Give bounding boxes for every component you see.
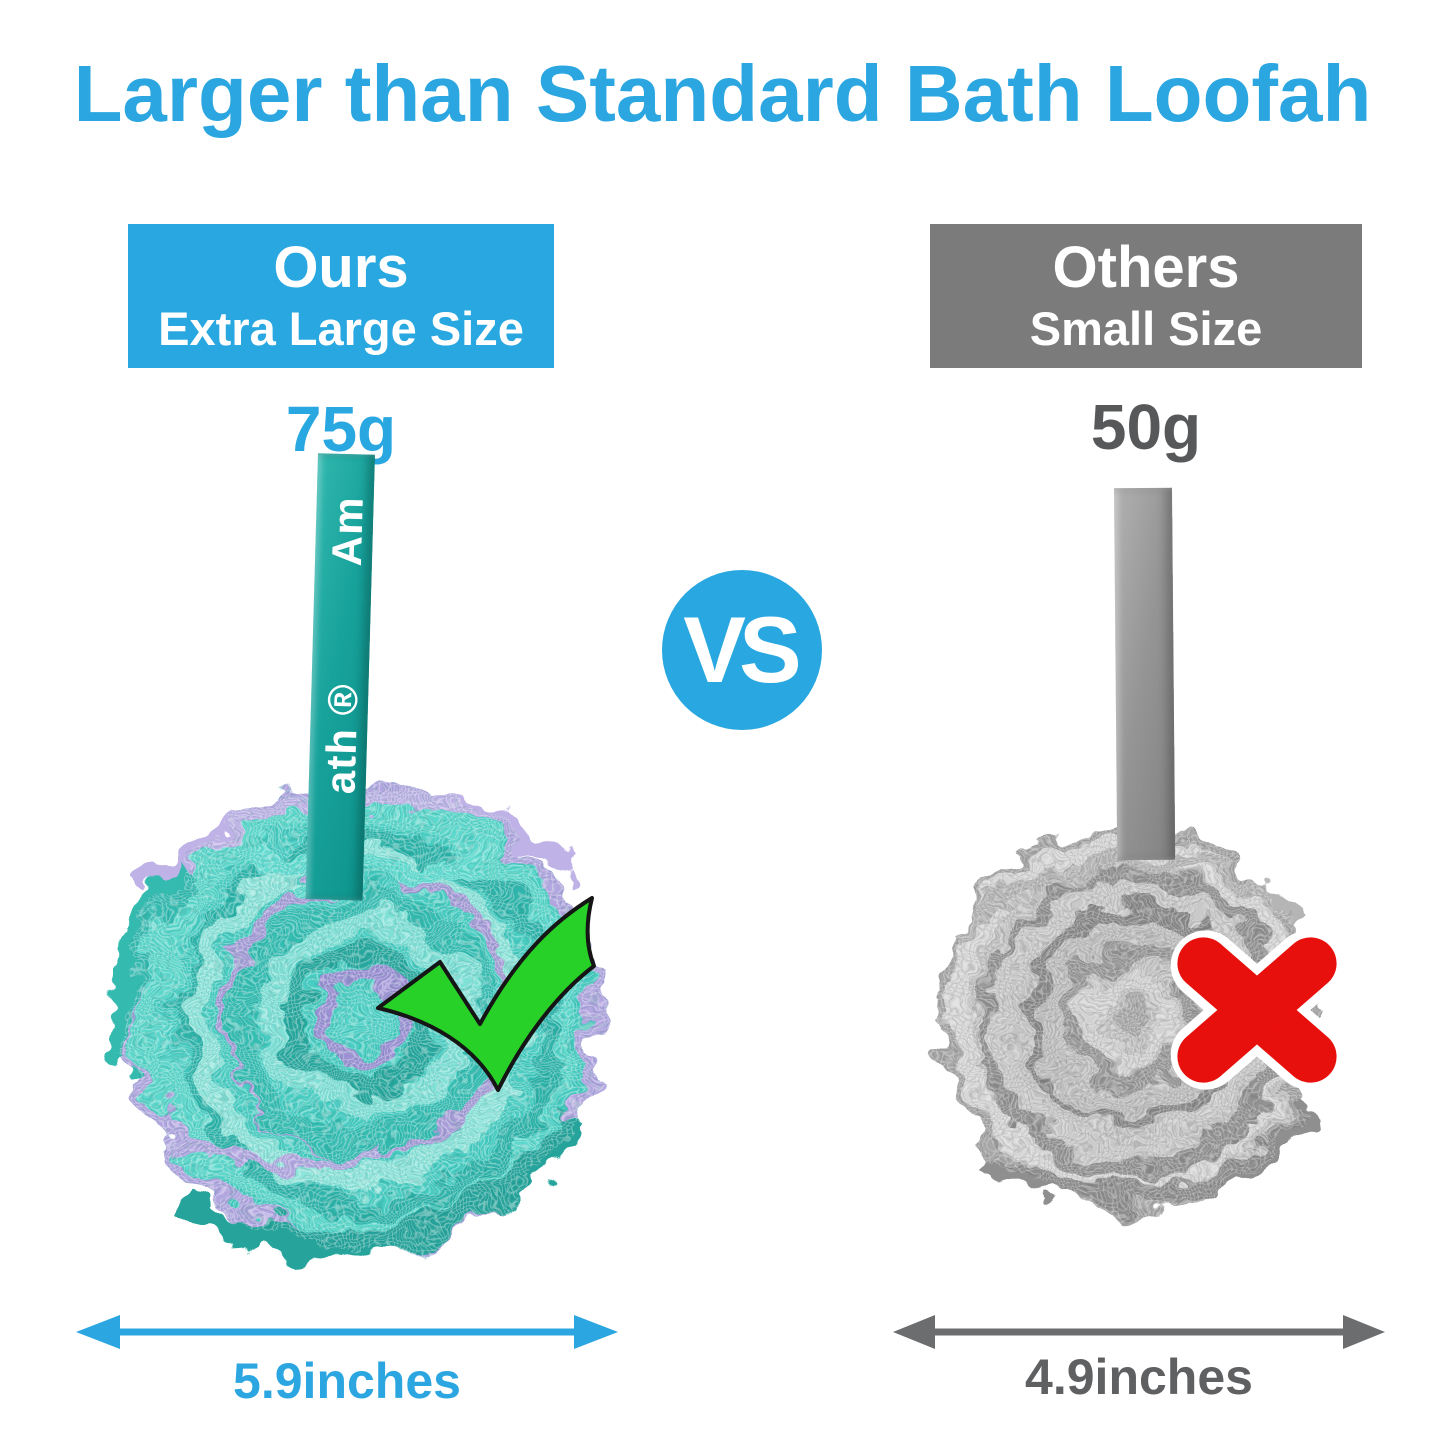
ribbon-brand-text-bottom: ath ®: [316, 682, 367, 795]
double-arrow-icon: [893, 1315, 1385, 1349]
ours-badge: Ours Extra Large Size: [128, 224, 554, 368]
vs-badge: VS: [662, 570, 822, 730]
cross-icon: [1170, 930, 1344, 1090]
others-hanging-ribbon: [1114, 487, 1176, 861]
vs-label: VS: [683, 597, 801, 702]
check-icon: [376, 896, 596, 1092]
ours-badge-subtitle: Extra Large Size: [158, 302, 524, 356]
ours-loofah-image: [110, 781, 600, 1258]
ours-badge-title: Ours: [273, 235, 409, 301]
others-weight-label: 50g: [1090, 391, 1202, 463]
ours-weight-label: 75g: [285, 393, 397, 465]
double-arrow-icon: [76, 1315, 618, 1349]
ours-dimension-arrow: [76, 1315, 618, 1349]
ours-size-label: 5.9inches: [233, 1353, 461, 1409]
others-dimension-arrow: [893, 1315, 1385, 1349]
page-title: Larger than Standard Bath Loofah: [73, 49, 1372, 138]
ribbon-brand-text-top: Am: [322, 495, 372, 567]
others-badge-subtitle: Small Size: [1029, 302, 1263, 356]
others-size-label: 4.9inches: [1025, 1349, 1253, 1405]
others-badge: Others Small Size: [930, 224, 1362, 368]
others-badge-title: Others: [1052, 235, 1240, 301]
